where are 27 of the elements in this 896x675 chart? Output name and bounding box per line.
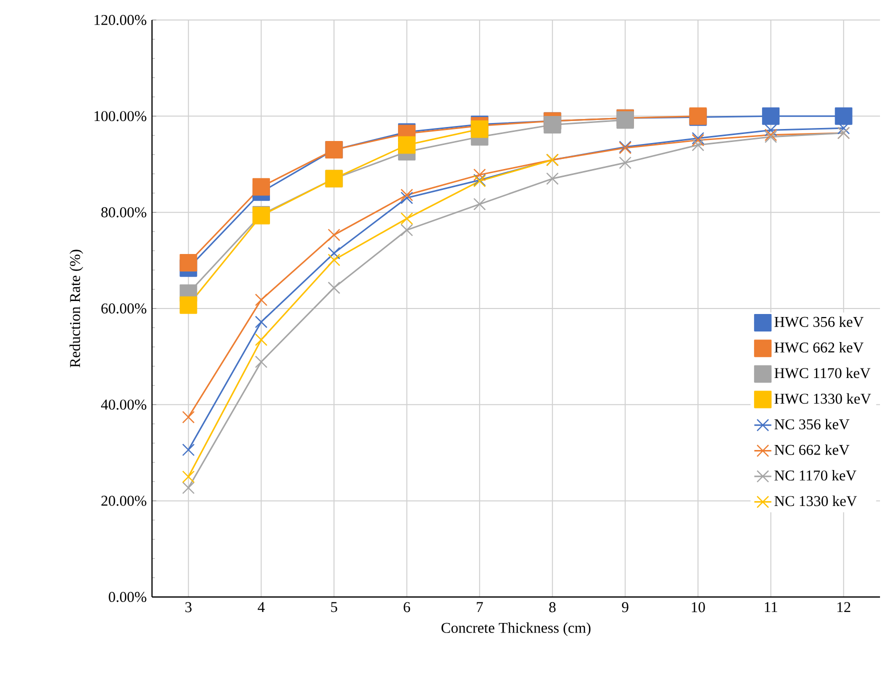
legend-label: NC 662 keV xyxy=(774,444,850,456)
x-tick-label: 10 xyxy=(692,602,705,612)
legend-label: HWC 1170 keV xyxy=(774,368,870,378)
x-tick-label: 7 xyxy=(476,602,483,612)
x-tick-label: 3 xyxy=(185,602,192,612)
x-tick-label: 4 xyxy=(258,602,265,612)
legend-label: NC 1330 keV xyxy=(774,496,857,506)
y-tick-label: 0.00% xyxy=(108,592,146,602)
legend-label: NC 356 keV xyxy=(774,418,850,430)
x-tick-label: 12 xyxy=(837,602,850,612)
legend-label: HWC 662 keV xyxy=(774,342,864,353)
x-tick-label: 5 xyxy=(331,602,338,612)
y-tick-label: 60.00% xyxy=(101,303,146,314)
x-tick-label: 8 xyxy=(549,602,556,612)
x-tick-label: 9 xyxy=(622,602,628,612)
y-tick-label: 20.00% xyxy=(101,496,146,506)
y-axis-title: Reduction Rate (%) xyxy=(70,250,84,368)
y-tick-label: 120.00% xyxy=(94,14,146,26)
legend-label: HWC 356 keV xyxy=(774,316,864,328)
y-tick-label: 80.00% xyxy=(101,207,146,218)
y-tick-label: 100.00% xyxy=(94,111,146,122)
y-tick-label: 40.00% xyxy=(101,400,146,410)
legend-label: NC 1170 keV xyxy=(774,470,856,481)
x-tick-label: 11 xyxy=(764,602,778,612)
x-tick-label: 6 xyxy=(404,602,410,612)
x-axis-title: Concrete Thickness (cm) xyxy=(442,622,590,636)
legend-label: HWC 1330 keV xyxy=(774,393,872,404)
